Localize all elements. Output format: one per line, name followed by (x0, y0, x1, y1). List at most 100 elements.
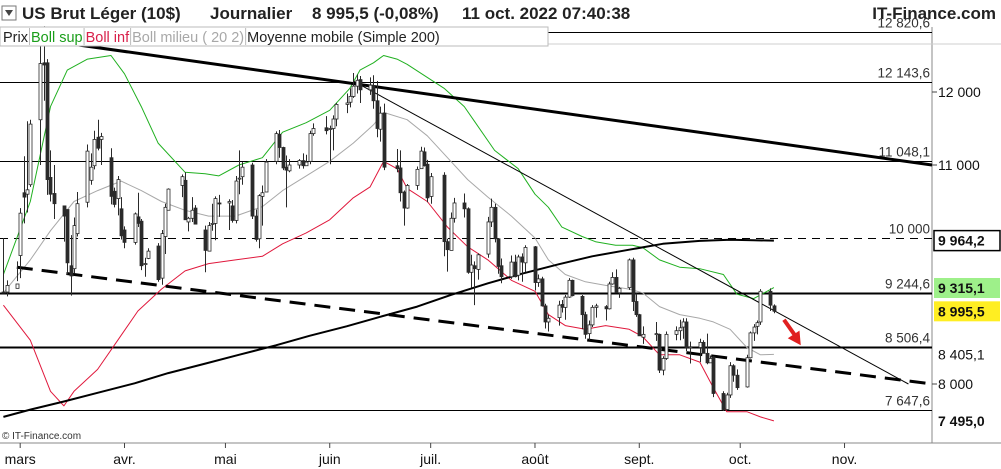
candle (257, 194, 262, 249)
candle (5, 280, 10, 297)
candle-body (614, 277, 619, 294)
candle-body (22, 192, 27, 198)
candle (472, 261, 477, 306)
candle-body (610, 277, 615, 285)
candle (583, 311, 588, 339)
candle (217, 194, 222, 217)
candle-body (234, 180, 239, 221)
candle-body (604, 306, 609, 310)
candle (116, 175, 121, 216)
candle (560, 300, 565, 313)
boll-mid-line (3, 111, 774, 356)
candle-body (472, 265, 477, 270)
candle (735, 369, 740, 390)
price-tag-bg (933, 229, 1001, 252)
candle (425, 159, 430, 203)
candle (523, 245, 528, 273)
candle-body (48, 177, 53, 195)
candle-body (112, 190, 117, 205)
candle (277, 129, 282, 158)
candle (207, 221, 212, 252)
legend-item[interactable]: Boll sup (31, 30, 83, 46)
candle-body (520, 256, 525, 263)
price-tag-label: 7 495,0 (938, 413, 985, 429)
candle-body (748, 332, 753, 359)
candle-body (678, 327, 683, 332)
price-tick-label: 11 000 (938, 157, 980, 173)
candle (65, 209, 70, 275)
candle (297, 159, 302, 169)
candle (75, 192, 80, 237)
legend-item[interactable]: Boll milieu ( 20 2) (132, 30, 244, 46)
candle (499, 258, 504, 284)
candle-body (395, 165, 400, 170)
date-axis: mars avr. mai juin juil. août sept. oct. nov. (5, 443, 857, 467)
legend-item[interactable]: Boll inf (86, 30, 130, 46)
month-label: oct. (729, 451, 752, 467)
candle (698, 338, 703, 363)
candle-body (375, 100, 380, 129)
candle-body (533, 246, 538, 283)
candle (634, 293, 639, 317)
candle (160, 229, 165, 285)
candle-body (378, 112, 383, 130)
candle-body (513, 261, 518, 278)
price-tag-label: 8 995,5 (938, 303, 985, 319)
candle-body (546, 317, 551, 323)
candle (234, 175, 239, 224)
candle-body (429, 176, 434, 197)
candle (664, 331, 669, 360)
candle-body (133, 213, 138, 243)
candle (590, 305, 595, 328)
candle (25, 121, 30, 213)
legend-item[interactable]: Prix (3, 30, 29, 46)
candle-body (358, 79, 363, 91)
candle (580, 294, 585, 330)
candle (136, 192, 141, 228)
candle (375, 81, 380, 138)
candle-body (190, 209, 195, 219)
candle-body (89, 166, 94, 181)
candle (156, 243, 161, 282)
candle-body (452, 202, 457, 219)
candle-body (415, 168, 420, 186)
candle (567, 278, 572, 298)
candle (678, 319, 683, 341)
candle (563, 294, 568, 320)
candle (674, 326, 679, 341)
candle (486, 216, 491, 258)
candle-body (583, 314, 588, 335)
candle-body (570, 279, 575, 297)
candle (186, 216, 191, 232)
legend-item[interactable]: Moyenne mobile (Simple 200) (247, 30, 440, 46)
candle (345, 93, 350, 114)
candle (240, 162, 245, 185)
level-label: 12 820,6 (877, 16, 930, 31)
instrument-name: US Brut Léger (10$) (22, 4, 181, 23)
candle (509, 255, 514, 279)
candle (378, 106, 383, 142)
candle-body (136, 216, 141, 224)
candle-body (250, 164, 255, 217)
candle-body (65, 209, 70, 264)
candle-body (25, 189, 30, 195)
month-label: août (521, 451, 548, 467)
candle (587, 320, 592, 341)
candle-body (516, 256, 521, 276)
month-label: nov. (832, 451, 857, 467)
candle-body (311, 128, 316, 135)
candle-body (768, 290, 773, 306)
candle (540, 276, 545, 307)
candle (398, 150, 403, 202)
candle (308, 130, 313, 165)
candle (227, 199, 232, 230)
candle-body (631, 259, 636, 302)
candle (728, 362, 733, 398)
dropdown-icon[interactable] (1, 5, 17, 21)
candle (546, 314, 551, 332)
candle (304, 154, 309, 167)
candle (462, 193, 467, 218)
candle (92, 130, 97, 170)
candle-body (284, 166, 289, 171)
